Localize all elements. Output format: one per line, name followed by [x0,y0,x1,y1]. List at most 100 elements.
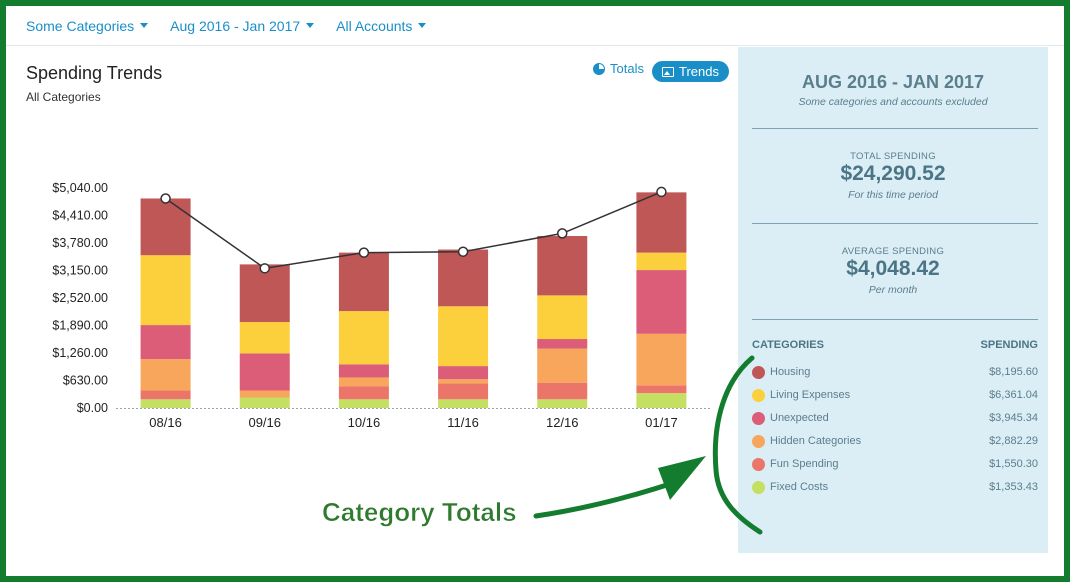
trend-line [165,191,662,270]
chevron-down-icon [306,23,315,28]
bar-segment [537,399,588,408]
bar-segment [338,364,389,378]
trend-point [358,247,370,258]
bar-segment [438,379,489,384]
y-tick-label: $4,410.00 [52,209,108,223]
average-spending-note: Per month [868,284,918,296]
bar-segment [537,348,588,383]
bar-segment [140,325,191,360]
pie-chart-icon [593,62,605,75]
y-tick-label: $0.00 [77,401,108,415]
filter-bar: Some Categories Aug 2016 - Jan 2017 All … [6,6,1064,46]
x-tick-label: 11/16 [447,415,479,430]
category-name: Fun Spending [770,458,839,470]
page-title: Spending Trends [26,63,163,83]
category-row[interactable]: Housing $8,195.60 [752,363,1038,381]
trends-toggle-button[interactable]: Trends [652,61,729,82]
average-spending-value: $4,048.42 [846,257,940,280]
category-color-dot [752,365,765,379]
bar-segment [636,393,687,408]
x-tick-label: 08/16 [149,415,182,430]
spending-trends-chart: $0.00 $630.00 $1,260.00 $1,890.00 $2,520.00 $… [52,181,711,430]
category-amount: $1,353.43 [989,481,1038,493]
y-tick-label: $1,890.00 [52,319,108,333]
y-tick-label: $3,150.00 [52,264,108,278]
bar-segment [239,390,290,398]
category-row[interactable]: Hidden Categories $2,882.29 [752,432,1038,450]
trends-label: Trends [679,64,719,79]
bar-segment [537,382,588,400]
trend-point [656,186,667,198]
bar-segment [140,390,191,400]
bar-segment [239,353,290,391]
bar-segment [140,359,191,391]
bar-segment [636,192,687,253]
category-color-dot [752,480,765,494]
bar-segment [140,198,191,256]
category-filter-label: Some Categories [26,17,135,34]
summary-panel: AUG 2016 - JAN 2017 Some categories and … [738,47,1048,553]
bar-segment [338,377,389,387]
category-color-dot [752,388,765,402]
x-tick-label: 09/16 [248,415,281,430]
annotation-text: Category Totals [322,497,517,528]
trend-point [457,246,469,257]
bar-segment [140,255,191,326]
bar-segment [537,295,588,340]
y-tick-label: $1,260.00 [52,346,108,360]
category-row[interactable]: Fixed Costs $1,353.43 [752,478,1038,496]
chevron-down-icon [418,23,427,28]
trend-point [160,193,171,204]
page-subtitle: All Categories [26,90,101,104]
category-amount: $2,882.29 [989,435,1038,447]
chart-image-icon [662,66,674,77]
bar-segment [636,333,687,386]
average-spending-label: AVERAGE SPENDING [841,246,945,257]
totals-label: Totals [610,61,644,76]
chevron-down-icon [140,23,149,28]
y-tick-label: $630.00 [63,374,108,388]
category-color-dot [752,457,765,471]
y-tick-label: $5,040.00 [52,181,108,195]
x-tick-label: 12/16 [546,415,579,430]
category-row[interactable]: Unexpected $3,945.34 [752,409,1038,427]
bar-segment [338,311,389,365]
category-amount: $1,550.30 [989,458,1038,470]
category-color-dot [752,434,765,448]
bar-segment [537,339,588,349]
total-spending-label: TOTAL SPENDING [850,151,936,162]
category-name: Living Expenses [770,389,851,401]
trend-point [557,228,568,239]
bar-segment [438,399,489,408]
period-note: Some categories and accounts excluded [798,96,988,108]
bar-segment [338,399,389,408]
category-row[interactable]: Living Expenses $6,361.04 [752,386,1038,404]
category-name: Housing [770,366,811,378]
category-color-dot [752,411,765,425]
date-range-dropdown[interactable]: Aug 2016 - Jan 2017 [170,18,315,34]
x-tick-label: 10/16 [348,415,381,430]
total-spending-note: For this time period [848,189,938,201]
category-amount: $6,361.04 [989,389,1038,401]
category-name: Fixed Costs [770,481,829,493]
accounts-filter-dropdown[interactable]: All Accounts [336,18,427,34]
bar-segment [438,366,489,380]
bar-segment [438,249,489,307]
bar-segment [140,399,191,408]
totals-toggle-button[interactable]: Totals [593,61,644,76]
category-amount: $8,195.60 [989,366,1038,378]
trend-point [259,263,270,274]
total-spending-value: $24,290.52 [840,162,946,185]
category-amount: $3,945.34 [989,412,1038,424]
category-name: Hidden Categories [770,435,862,447]
bar-segment [338,386,389,400]
y-tick-label: $2,520.00 [52,291,108,305]
divider [752,319,1038,320]
category-filter-dropdown[interactable]: Some Categories [26,17,149,34]
bar-segment [438,383,489,400]
bar-segment [636,385,687,394]
divider [752,223,1038,224]
bar-segment [338,252,389,312]
category-row[interactable]: Fun Spending $1,550.30 [752,455,1038,473]
bar-segment [239,264,290,323]
